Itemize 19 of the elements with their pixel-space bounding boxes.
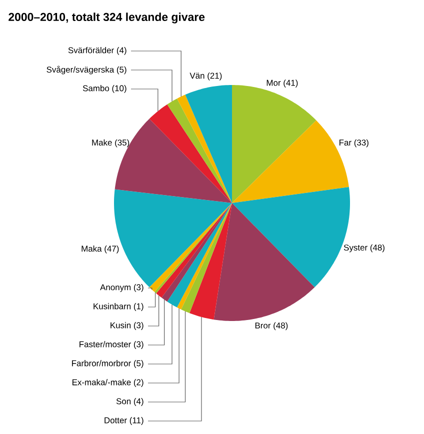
slice-label: Svärförälder (4) [68,47,126,55]
slice-label: Farbror/morbror (5) [72,360,144,368]
slice-label: Anonym (3) [100,284,144,292]
slice-label: Bror (48) [255,322,288,330]
chart-title: 2000–2010, totalt 324 levande givare [8,12,205,24]
slice-label: Sambo (10) [82,85,126,93]
slice-label: Mor (41) [266,80,298,88]
slice-label: Syster (48) [344,244,384,252]
slice-label: Far (33) [340,139,368,148]
slice-label: Kusinbarn (1) [94,303,144,311]
slice-label: Maka (47) [82,245,119,254]
slice-label: Dotter (11) [104,417,144,425]
slice-label: Make (35) [92,139,130,148]
slice-label: Kusin (3) [110,322,144,330]
slice-label: Ex-maka/-make (2) [72,379,144,387]
slice-label: Son (4) [116,398,144,406]
slice-label: Faster/moster (3) [80,341,144,349]
slice-label: Vän (21) [190,72,222,80]
slice-label: Svåger/svägerska (5) [46,66,126,74]
